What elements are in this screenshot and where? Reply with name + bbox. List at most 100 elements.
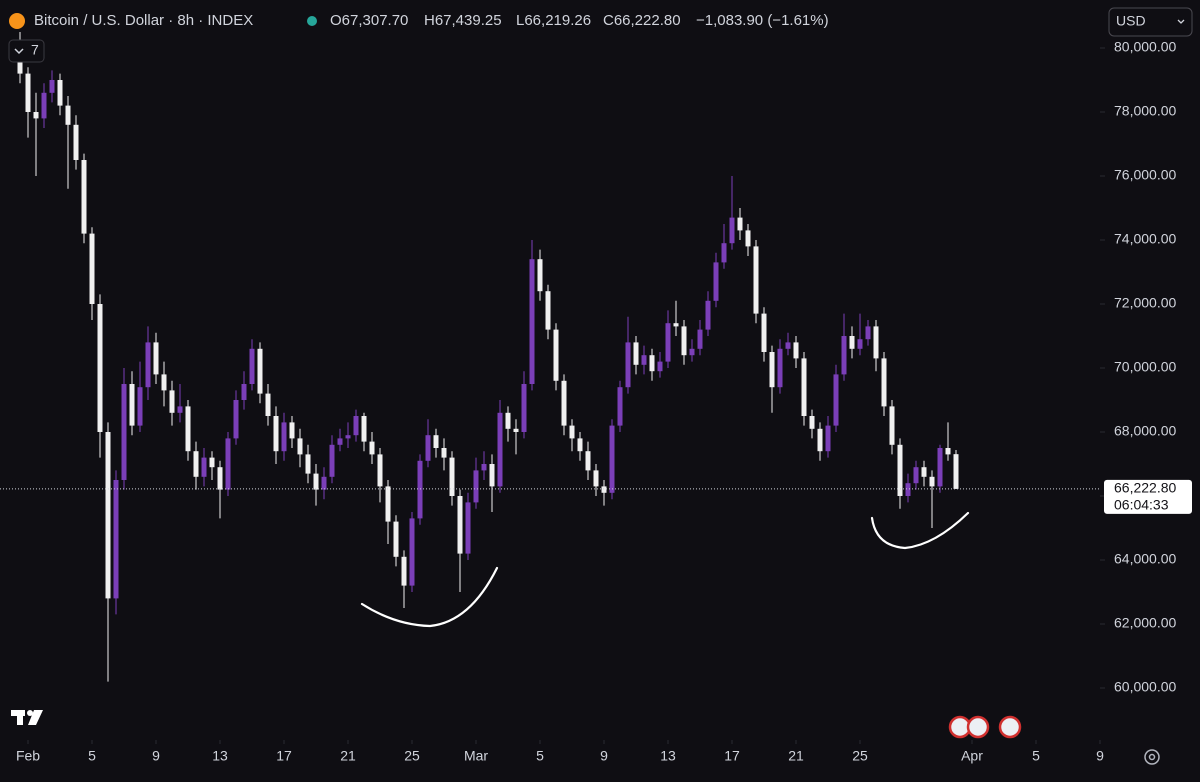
candle xyxy=(105,422,111,682)
candle-body xyxy=(337,438,343,445)
candle xyxy=(169,380,175,426)
candle-body xyxy=(641,355,647,365)
candle xyxy=(273,406,279,464)
candle xyxy=(153,332,159,384)
candle xyxy=(313,464,319,506)
x-tick-label: 17 xyxy=(724,748,740,764)
candle-body xyxy=(449,457,455,496)
drawn-curve xyxy=(870,511,970,550)
candle xyxy=(553,323,559,391)
candle xyxy=(97,294,103,458)
candle-body xyxy=(609,425,615,493)
candle-body xyxy=(537,259,543,292)
candle-body xyxy=(841,336,847,375)
candle-body xyxy=(825,425,831,452)
candle xyxy=(33,92,39,176)
last-price-box xyxy=(1104,479,1192,514)
candle xyxy=(849,326,855,359)
candle xyxy=(681,320,687,365)
candle-body xyxy=(929,476,935,487)
candle-body xyxy=(657,361,663,372)
candle xyxy=(745,224,751,256)
candle-body xyxy=(145,342,151,388)
candle-body xyxy=(753,246,759,314)
market-status[interactable] xyxy=(307,16,317,26)
candle-body xyxy=(857,339,863,349)
candle-body xyxy=(393,521,399,557)
candle xyxy=(561,374,567,436)
candle-body xyxy=(865,326,871,340)
candle xyxy=(433,428,439,458)
candle-body xyxy=(489,464,495,487)
candle xyxy=(825,416,831,458)
candle xyxy=(409,512,415,592)
candle-body xyxy=(905,483,911,496)
candle xyxy=(905,473,911,503)
candle xyxy=(601,480,607,506)
candle-body xyxy=(681,326,687,356)
candle-body xyxy=(233,400,239,439)
candle-body xyxy=(545,291,551,330)
x-tick-label: 5 xyxy=(88,748,96,764)
candle xyxy=(753,240,759,324)
y-tick-label: 62,000.00 xyxy=(1114,615,1176,631)
candle xyxy=(425,419,431,468)
x-tick-label: 25 xyxy=(404,748,420,764)
candle-body xyxy=(89,233,95,304)
candle xyxy=(209,451,215,480)
settings-icon[interactable] xyxy=(1144,749,1160,765)
candle-body xyxy=(41,92,47,119)
candle-body xyxy=(321,476,327,490)
currency-select[interactable] xyxy=(1108,7,1193,37)
candle xyxy=(201,448,207,487)
candle-body xyxy=(169,390,175,413)
candle-body xyxy=(177,406,183,413)
candle xyxy=(321,467,327,500)
candle xyxy=(161,361,167,407)
candle xyxy=(25,67,31,138)
candle xyxy=(537,249,543,301)
candle xyxy=(369,432,375,464)
candle xyxy=(857,313,863,356)
candle-body xyxy=(81,160,87,234)
event-flags[interactable] xyxy=(948,715,1022,739)
candle-body xyxy=(457,496,463,554)
candle xyxy=(137,361,143,432)
candle-body xyxy=(473,470,479,503)
candle xyxy=(593,464,599,496)
candle-body xyxy=(385,486,391,522)
candle xyxy=(881,352,887,416)
candle xyxy=(337,428,343,452)
candle-body xyxy=(433,435,439,448)
ohlc-low: L66,219.26 xyxy=(516,12,591,29)
candle-body xyxy=(73,124,79,160)
candle-body xyxy=(105,432,111,599)
candle xyxy=(657,352,663,378)
candle xyxy=(641,345,647,375)
indicator-toggle[interactable] xyxy=(8,39,45,63)
symbol-title[interactable]: Bitcoin / U.S. Dollar · 8h · INDEX xyxy=(34,12,253,29)
candle-body xyxy=(97,304,103,432)
candle xyxy=(385,480,391,544)
x-tick-label: 21 xyxy=(340,748,356,764)
candle-body xyxy=(633,342,639,365)
candle xyxy=(217,460,223,519)
x-tick-label: 9 xyxy=(600,748,608,764)
candle-body xyxy=(737,217,743,231)
candle xyxy=(737,208,743,240)
candle-body xyxy=(889,406,895,445)
tradingview-logo xyxy=(11,710,43,725)
candle-body xyxy=(289,422,295,439)
candle xyxy=(193,441,199,490)
plot-area xyxy=(17,32,959,682)
candle xyxy=(817,422,823,461)
candle-body xyxy=(377,454,383,487)
candle-body xyxy=(369,441,375,455)
candle xyxy=(609,419,615,500)
candle-body xyxy=(521,384,527,432)
candle xyxy=(457,489,463,592)
x-tick-label: 21 xyxy=(788,748,804,764)
